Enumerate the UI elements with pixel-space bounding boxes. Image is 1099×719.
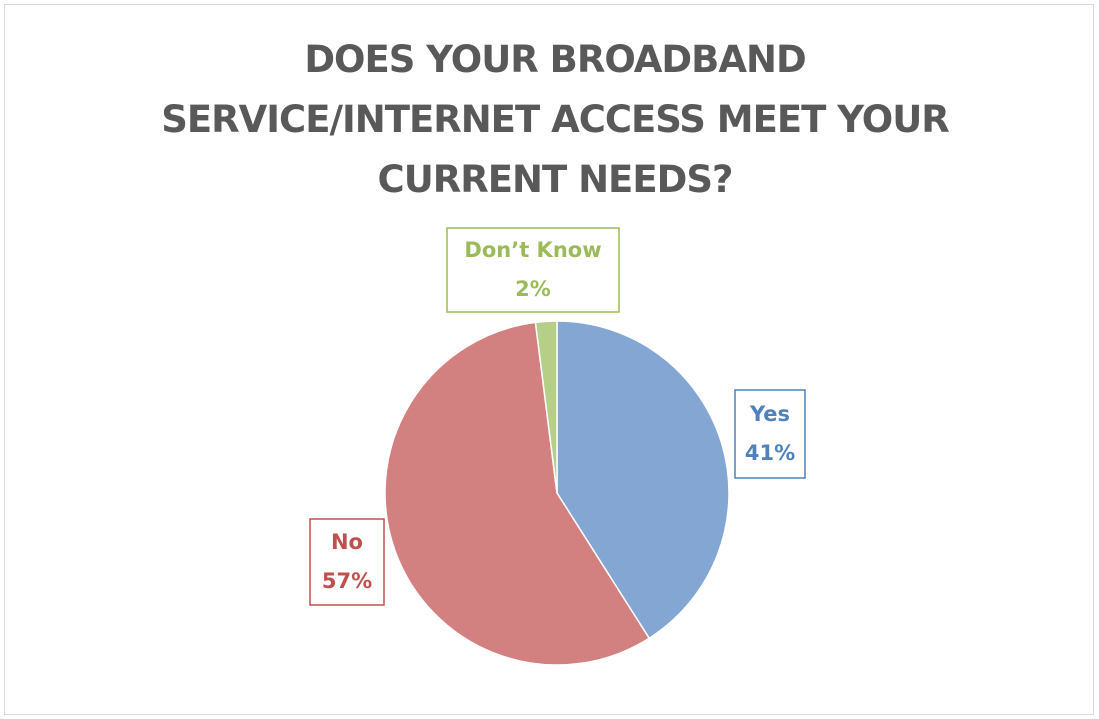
pie-slice bbox=[556, 320, 730, 640]
data-label-box bbox=[734, 389, 806, 479]
pie-slice bbox=[384, 321, 651, 666]
pie-slice bbox=[534, 320, 558, 494]
data-label-value: 57% bbox=[322, 569, 372, 593]
data-label-name: No bbox=[331, 530, 363, 554]
data-label-box bbox=[309, 518, 385, 606]
data-label-name: Don’t Know bbox=[464, 238, 601, 262]
data-label-name: Yes bbox=[749, 402, 790, 426]
data-label-value: 41% bbox=[745, 441, 795, 465]
chart-title: DOES YOUR BROADBAND SERVICE/INTERNET ACC… bbox=[161, 38, 950, 201]
data-label-box bbox=[446, 227, 620, 313]
data-label-value: 2% bbox=[515, 277, 551, 301]
